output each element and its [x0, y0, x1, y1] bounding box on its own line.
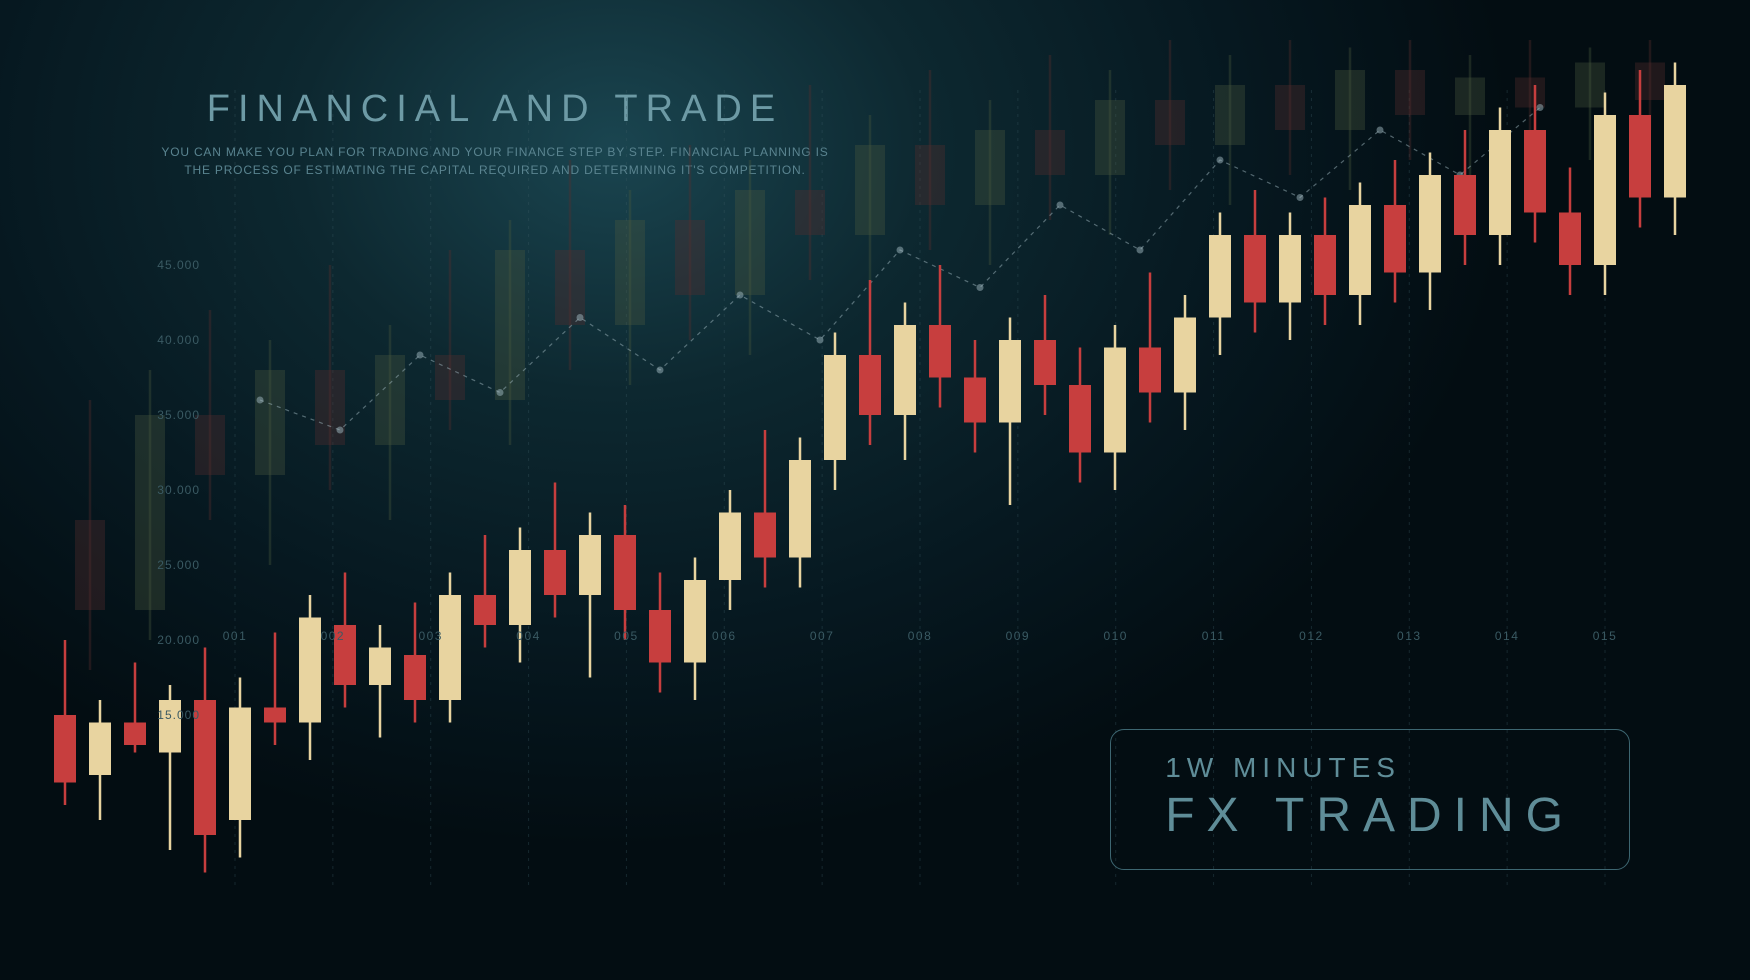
- svg-text:40.000: 40.000: [157, 333, 200, 347]
- svg-text:009: 009: [1006, 629, 1031, 643]
- svg-text:013: 013: [1397, 629, 1422, 643]
- svg-text:007: 007: [810, 629, 835, 643]
- badge-line2: FX TRADING: [1165, 788, 1575, 843]
- svg-text:45.000: 45.000: [157, 258, 200, 272]
- svg-text:008: 008: [908, 629, 933, 643]
- svg-text:003: 003: [418, 629, 443, 643]
- svg-text:30.000: 30.000: [157, 483, 200, 497]
- svg-text:015: 015: [1593, 629, 1618, 643]
- svg-text:006: 006: [712, 629, 737, 643]
- svg-text:001: 001: [223, 629, 248, 643]
- badge-line1: 1W MINUTES: [1165, 752, 1575, 784]
- badge-box: 1W MINUTES FX TRADING: [1110, 729, 1630, 870]
- svg-text:014: 014: [1495, 629, 1520, 643]
- svg-text:15.000: 15.000: [157, 708, 200, 722]
- svg-text:004: 004: [516, 629, 541, 643]
- svg-text:25.000: 25.000: [157, 558, 200, 572]
- svg-text:012: 012: [1299, 629, 1324, 643]
- svg-text:005: 005: [614, 629, 639, 643]
- svg-text:010: 010: [1103, 629, 1128, 643]
- svg-text:002: 002: [321, 629, 346, 643]
- svg-text:20.000: 20.000: [157, 633, 200, 647]
- svg-text:011: 011: [1202, 629, 1226, 643]
- svg-text:35.000: 35.000: [157, 408, 200, 422]
